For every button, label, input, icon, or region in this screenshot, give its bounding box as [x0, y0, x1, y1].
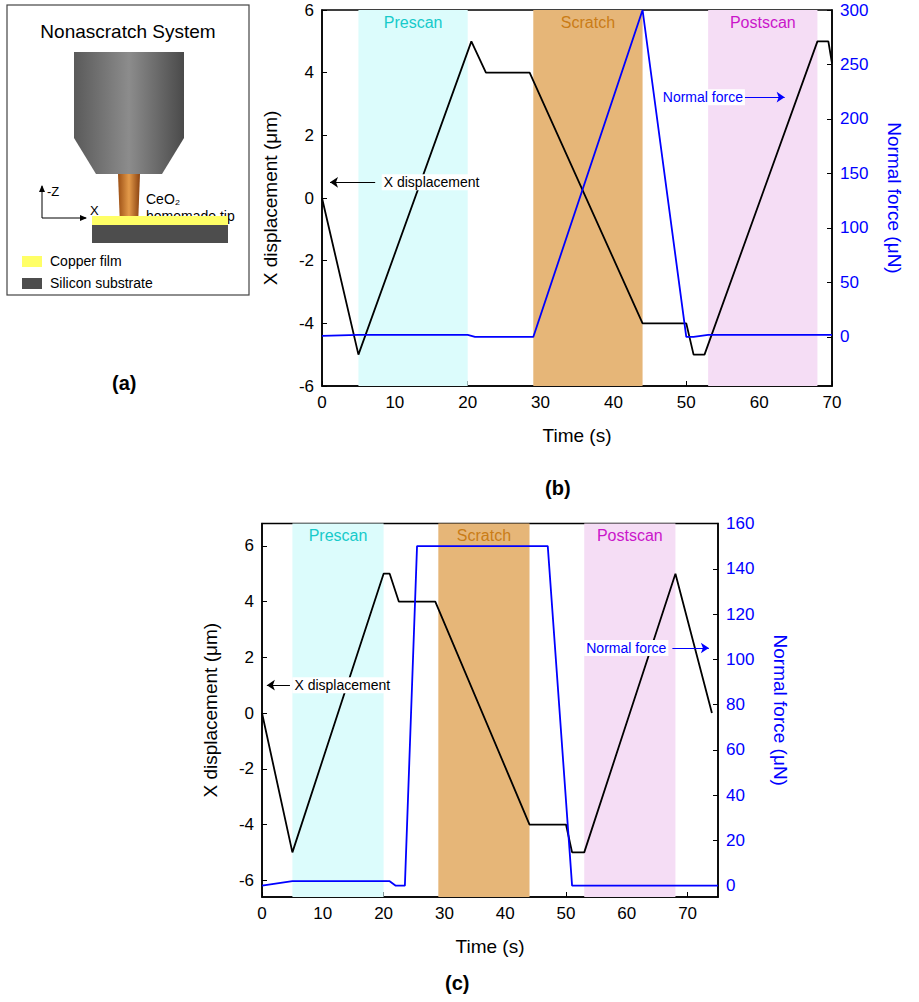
- svg-text:20: 20: [726, 831, 745, 850]
- svg-text:Silicon substrate: Silicon substrate: [50, 275, 153, 291]
- svg-text:Prescan: Prescan: [309, 527, 368, 544]
- svg-text:200: 200: [840, 109, 868, 128]
- svg-text:Normal force (μN): Normal force (μN): [770, 635, 791, 786]
- svg-text:20: 20: [374, 904, 393, 923]
- svg-text:Normal force: Normal force: [663, 89, 743, 105]
- svg-text:40: 40: [604, 393, 623, 412]
- svg-text:50: 50: [840, 273, 859, 292]
- svg-text:X displacement (μm): X displacement (μm): [200, 623, 221, 798]
- svg-text:0: 0: [245, 704, 254, 723]
- svg-text:X displacement: X displacement: [294, 677, 390, 693]
- svg-text:300: 300: [840, 1, 868, 20]
- svg-text:2: 2: [245, 648, 254, 667]
- svg-text:160: 160: [726, 515, 754, 533]
- svg-text:70: 70: [823, 393, 842, 412]
- svg-text:0: 0: [840, 327, 849, 346]
- svg-text:40: 40: [726, 786, 745, 805]
- svg-text:30: 30: [531, 393, 550, 412]
- svg-text:4: 4: [305, 63, 314, 82]
- svg-text:60: 60: [750, 393, 769, 412]
- svg-text:X: X: [90, 203, 99, 218]
- svg-text:70: 70: [678, 904, 697, 923]
- svg-text:-Z: -Z: [47, 184, 59, 199]
- svg-text:0: 0: [317, 393, 326, 412]
- html-text:(c): (c): [445, 972, 470, 994]
- svg-text:Scratch: Scratch: [561, 14, 615, 31]
- svg-text:Scratch: Scratch: [457, 527, 511, 544]
- html-text:(a): (a): [112, 372, 137, 394]
- svg-text:4: 4: [245, 592, 254, 611]
- svg-text:Prescan: Prescan: [384, 14, 443, 31]
- svg-text:Normal force: Normal force: [586, 640, 666, 656]
- svg-text:60: 60: [726, 740, 745, 759]
- svg-text:2: 2: [305, 126, 314, 145]
- svg-text:20: 20: [458, 393, 477, 412]
- svg-text:Time (s): Time (s): [543, 425, 612, 446]
- svg-text:60: 60: [617, 904, 636, 923]
- svg-text:150: 150: [840, 164, 868, 183]
- svg-text:30: 30: [435, 904, 454, 923]
- svg-text:-6: -6: [239, 871, 254, 890]
- svg-text:X displacement: X displacement: [384, 174, 480, 190]
- svg-text:-2: -2: [299, 251, 314, 270]
- svg-text:50: 50: [557, 904, 576, 923]
- svg-text:Nonascratch System: Nonascratch System: [40, 21, 215, 42]
- svg-text:100: 100: [840, 218, 868, 237]
- svg-text:-4: -4: [239, 815, 254, 834]
- svg-text:Copper film: Copper film: [50, 253, 122, 269]
- svg-text:Normal force (μN): Normal force (μN): [884, 122, 905, 273]
- svg-text:Postscan: Postscan: [730, 14, 796, 31]
- svg-text:250: 250: [840, 55, 868, 74]
- svg-text:0: 0: [726, 876, 735, 895]
- svg-text:6: 6: [245, 536, 254, 555]
- svg-text:40: 40: [496, 904, 515, 923]
- svg-text:0: 0: [257, 904, 266, 923]
- svg-text:140: 140: [726, 559, 754, 578]
- svg-text:0: 0: [305, 189, 314, 208]
- svg-text:120: 120: [726, 605, 754, 624]
- svg-text:-6: -6: [299, 377, 314, 396]
- svg-text:-2: -2: [239, 759, 254, 778]
- svg-text:Time (s): Time (s): [456, 936, 525, 957]
- svg-text:CeO₂: CeO₂: [146, 191, 180, 207]
- svg-text:10: 10: [313, 904, 332, 923]
- svg-text:10: 10: [385, 393, 404, 412]
- svg-text:100: 100: [726, 650, 754, 669]
- svg-text:Postscan: Postscan: [597, 527, 663, 544]
- svg-text:-4: -4: [299, 314, 314, 333]
- svg-text:X displacement (μm): X displacement (μm): [260, 111, 281, 286]
- svg-text:6: 6: [305, 1, 314, 20]
- svg-text:80: 80: [726, 695, 745, 714]
- svg-text:50: 50: [677, 393, 696, 412]
- html-text:(b): (b): [545, 477, 571, 499]
